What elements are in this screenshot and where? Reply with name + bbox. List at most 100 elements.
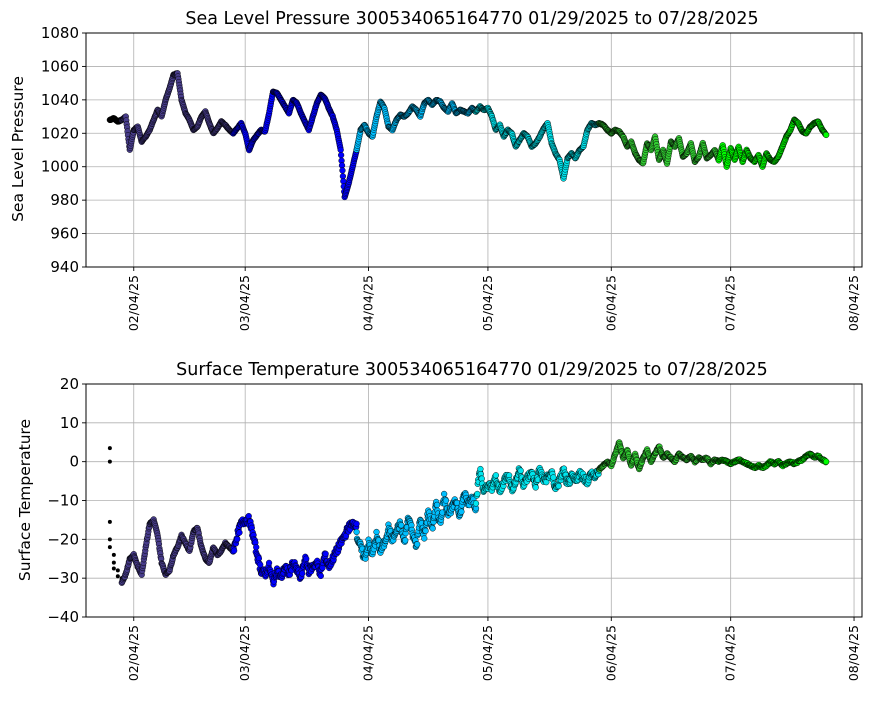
data-point — [115, 568, 120, 573]
series-3 — [353, 489, 480, 562]
y-tick-label: 0 — [69, 453, 79, 471]
y-tick-label: −40 — [47, 608, 79, 626]
data-point — [265, 559, 273, 566]
series-1 — [118, 516, 237, 586]
y-tick-label: −30 — [47, 569, 79, 587]
y-tick-label: 1080 — [41, 24, 79, 42]
x-tick-label: 06/04/25 — [603, 275, 618, 331]
y-tick-label: 960 — [50, 225, 79, 243]
x-tick-label: 04/04/25 — [361, 275, 376, 331]
x-tick-label: 03/04/25 — [237, 625, 252, 681]
y-tick-label: 1020 — [41, 124, 79, 142]
plot-frame — [85, 383, 863, 618]
series-0 — [107, 446, 124, 581]
data-point — [422, 527, 429, 534]
data-layer — [106, 70, 830, 201]
plot-frame — [85, 32, 863, 268]
surface-temperature-chart: Surface Temperature 300534065164770 01/2… — [16, 360, 863, 681]
series-4 — [472, 464, 603, 507]
data-point — [517, 467, 524, 474]
data-point — [353, 528, 360, 536]
y-tick-label: 1040 — [41, 91, 79, 109]
y-tick-label: 1060 — [41, 57, 79, 75]
series-6 — [715, 450, 830, 472]
data-point — [472, 500, 480, 507]
x-tick-label: 06/04/25 — [603, 625, 618, 681]
data-point — [337, 146, 344, 154]
series-4 — [472, 103, 603, 182]
data-point — [442, 497, 450, 504]
y-tick-label: 1000 — [41, 158, 79, 176]
tick-layer: 940 960 980 1000 1020 1040 1060 1080 02/04/25 03/… — [41, 24, 861, 331]
data-point — [429, 525, 436, 532]
data-point — [111, 560, 116, 565]
data-point — [107, 519, 112, 524]
data-point — [555, 482, 562, 490]
data-point — [107, 537, 112, 542]
x-tick-label: 03/04/25 — [237, 275, 252, 331]
data-point — [550, 474, 557, 481]
data-point — [338, 152, 345, 159]
sea-level-pressure-chart: Sea Level Pressure 300534065164770 01/29… — [9, 9, 863, 331]
series-2 — [230, 88, 360, 201]
data-point — [441, 490, 448, 498]
series-5 — [596, 439, 722, 473]
x-tick-label: 07/04/25 — [723, 625, 738, 681]
x-tick-label: 02/04/25 — [126, 275, 141, 331]
data-point — [236, 529, 243, 536]
y-tick-label: 980 — [50, 191, 79, 209]
series-1 — [118, 70, 237, 153]
series-6 — [715, 116, 830, 170]
data-point — [299, 570, 306, 577]
data-point — [421, 535, 428, 542]
data-point — [234, 536, 241, 543]
data-point — [115, 574, 120, 579]
y-tick-label: 10 — [60, 414, 79, 432]
series-3 — [353, 96, 480, 153]
series-5 — [596, 120, 722, 167]
y-tick-label: 940 — [50, 258, 79, 276]
y-tick-label: 20 — [60, 375, 79, 393]
data-point — [339, 167, 346, 174]
data-point — [107, 545, 112, 550]
data-point — [231, 547, 238, 554]
data-point — [340, 178, 347, 185]
data-point — [492, 472, 500, 479]
x-tick-label: 08/04/25 — [846, 275, 861, 331]
data-layer — [107, 439, 830, 588]
series-2 — [230, 512, 360, 588]
data-point — [433, 501, 441, 509]
data-point — [317, 572, 324, 580]
data-point — [823, 458, 830, 465]
tick-layer: −40 −30 −20 −10 0 10 20 02/04/25 03/04/25 04/04/2… — [47, 375, 861, 681]
x-tick-label: 04/04/25 — [361, 625, 376, 681]
data-point — [257, 561, 264, 568]
y-tick-label: −20 — [47, 530, 79, 548]
y-axis-label: Sea Level Pressure — [9, 76, 27, 222]
data-point — [253, 544, 260, 551]
data-point — [414, 541, 421, 548]
x-tick-label: 02/04/25 — [126, 625, 141, 681]
x-tick-label: 05/04/25 — [480, 275, 495, 331]
data-point — [373, 528, 380, 536]
data-point — [353, 520, 360, 527]
data-point — [474, 490, 481, 498]
data-point — [111, 552, 116, 557]
x-tick-label: 08/04/25 — [846, 625, 861, 681]
x-tick-label: 05/04/25 — [480, 625, 495, 681]
data-point — [107, 446, 112, 451]
data-point — [322, 550, 329, 557]
x-tick-label: 07/04/25 — [723, 275, 738, 331]
data-point — [111, 566, 116, 571]
y-axis-label: Surface Temperature — [16, 419, 34, 581]
data-point — [823, 131, 830, 139]
data-point — [107, 459, 112, 464]
chart-title: Sea Level Pressure 300534065164770 01/29… — [185, 9, 758, 29]
data-point — [402, 537, 409, 544]
data-point — [458, 508, 465, 515]
data-point — [398, 522, 405, 529]
data-point — [303, 555, 310, 562]
chart-title: Surface Temperature 300534065164770 01/2… — [176, 360, 768, 380]
